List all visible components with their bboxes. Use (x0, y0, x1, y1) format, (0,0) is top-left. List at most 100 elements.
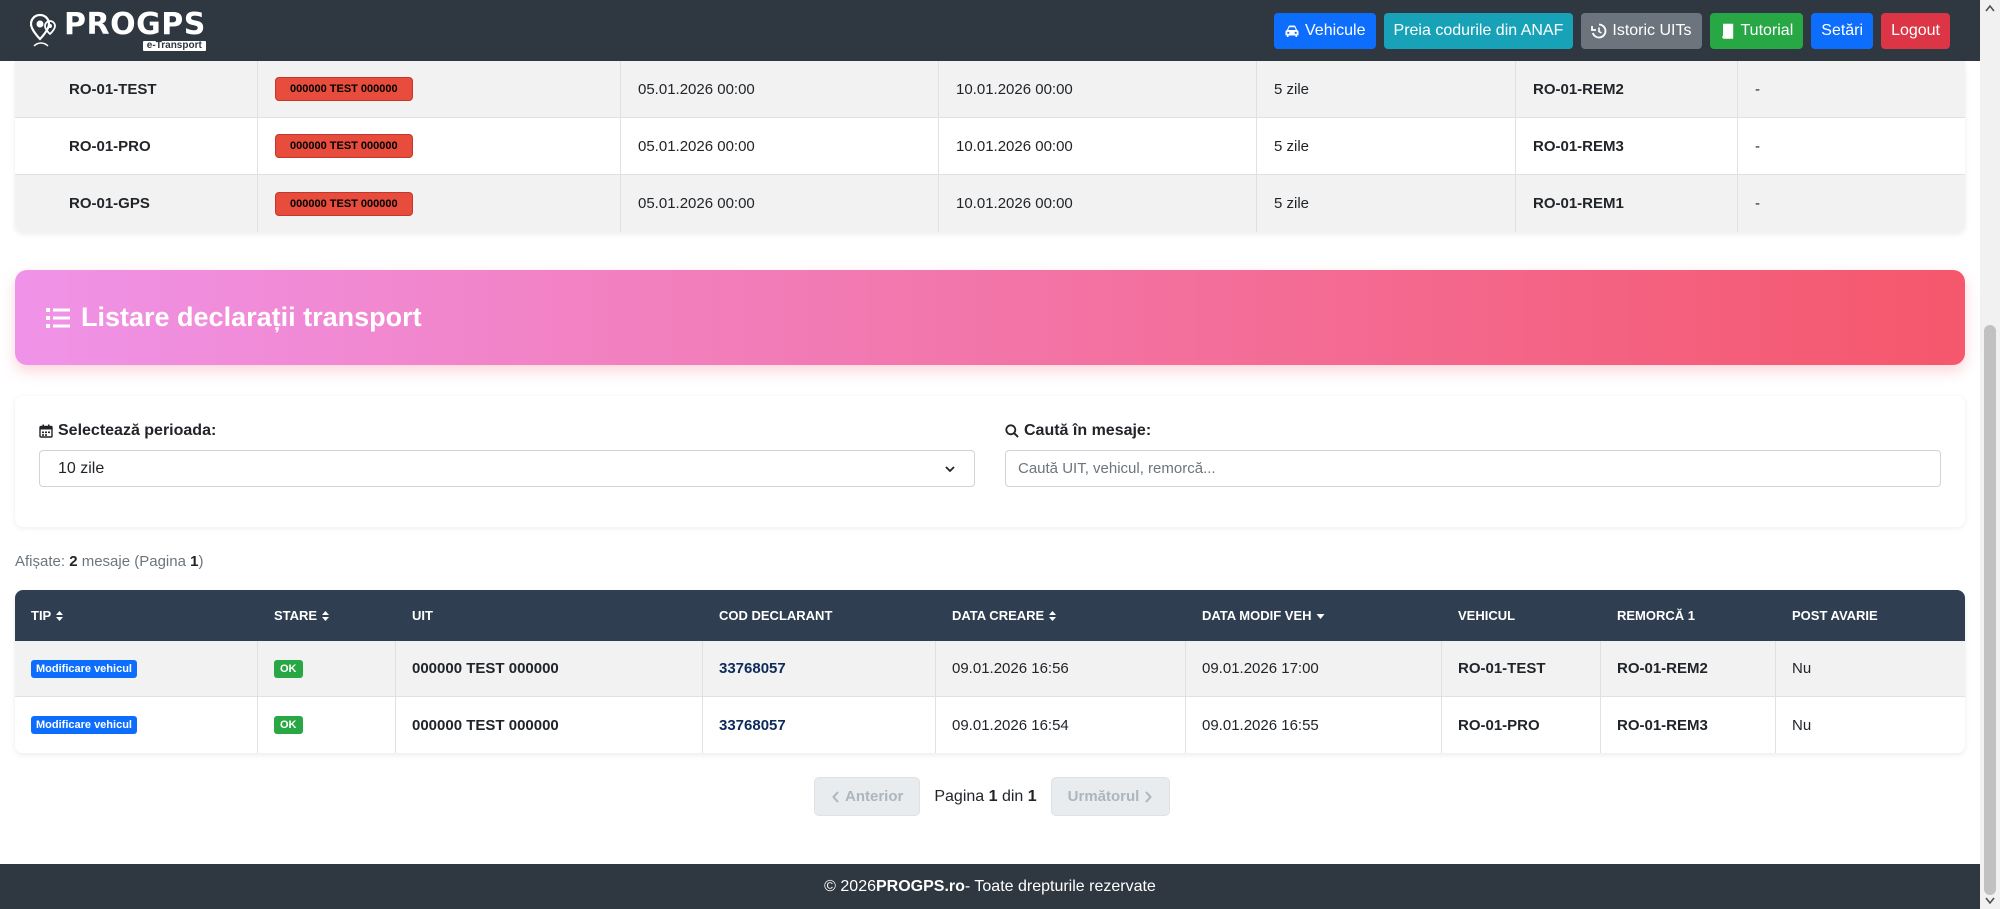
header-vehicul-label: VEHICUL (1458, 608, 1516, 623)
table-row[interactable]: Modificare vehicul OK 000000 TEST 000000… (15, 697, 1965, 753)
header-post-avarie: POST AVARIE (1776, 590, 1965, 641)
trailer-cell: RO-01-REM3 (1516, 118, 1738, 174)
preia-coduri-button[interactable]: Preia codurile din ANAF (1383, 12, 1574, 49)
cod-declarant-link[interactable]: 33768057 (719, 660, 786, 677)
scroll-thumb[interactable] (1984, 325, 1996, 895)
duration-cell: 5 zile (1257, 61, 1516, 117)
brand-name: PROGPS (64, 7, 206, 42)
chevron-left-icon (832, 790, 839, 803)
modif-cell: 09.01.2026 17:00 (1186, 641, 1442, 696)
header-data-modif[interactable]: DATA MODIF VEH (1186, 590, 1442, 641)
end-date-cell: 10.01.2026 00:00 (939, 175, 1257, 232)
header-cod-label: COD DECLARANT (719, 608, 833, 623)
duration-cell: 5 zile (1257, 175, 1516, 232)
uit-cell: 000000 TEST 000000 (258, 175, 621, 232)
calendar-icon (39, 424, 53, 438)
top-navbar: PROGPS e-Transport Vehicule Preia coduri… (0, 0, 1980, 61)
status-badge: OK (274, 716, 303, 734)
setari-label: Setări (1821, 21, 1864, 39)
end-date-cell: 10.01.2026 00:00 (939, 118, 1257, 174)
footer-copyright: © 2026 (824, 877, 876, 895)
header-vehicul: VEHICUL (1442, 590, 1601, 641)
header-data-creare[interactable]: DATA CREARE (936, 590, 1186, 641)
sort-icon (322, 610, 330, 621)
tip-cell: Modificare vehicul (15, 641, 258, 696)
logout-button[interactable]: Logout (1881, 12, 1950, 49)
vehicle-cell: RO-01-TEST (15, 61, 258, 117)
count-mid: mesaje (Pagina (77, 553, 191, 570)
trailer-cell: RO-01-REM1 (1516, 175, 1738, 232)
table-row: RO-01-GPS 000000 TEST 000000 05.01.2026 … (15, 175, 1965, 232)
header-uit: UIT (396, 590, 703, 641)
header-tip[interactable]: TIP (15, 590, 258, 641)
trailer-cell: RO-01-REM2 (1516, 61, 1738, 117)
footer: © 2026 PROGPS.ro - Toate drepturile reze… (0, 864, 1980, 909)
status-badge: OK (274, 659, 303, 678)
location-pin-icon (30, 13, 56, 47)
footer-rights: - Toate drepturile rezervate (964, 877, 1156, 895)
stare-cell: OK (258, 697, 396, 753)
start-date-cell: 05.01.2026 00:00 (621, 118, 939, 174)
list-icon (46, 307, 70, 328)
uit-cell: 000000 TEST 000000 (258, 118, 621, 174)
results-count: Afișate: 2 mesaje (Pagina 1) (15, 553, 203, 570)
vehicule-button[interactable]: Vehicule (1274, 12, 1376, 49)
scroll-down-icon[interactable] (1985, 897, 1995, 905)
period-select-value: 10 zile (58, 459, 105, 477)
modif-cell: 09.01.2026 16:55 (1186, 697, 1442, 753)
setari-button[interactable]: Setări (1811, 12, 1874, 49)
header-remorca-label: REMORCĂ 1 (1617, 608, 1696, 623)
current-page: 1 (988, 787, 998, 805)
brand-logo[interactable]: PROGPS e-Transport (30, 10, 206, 51)
end-date-cell: 10.01.2026 00:00 (939, 61, 1257, 117)
stare-cell: OK (258, 641, 396, 696)
total-pages: 1 (1027, 787, 1037, 805)
cod-cell: 33768057 (703, 641, 936, 696)
count-page: 1 (190, 553, 199, 570)
next-label: Următorul (1067, 788, 1140, 805)
search-label: Caută în mesaje: (1005, 422, 1941, 440)
search-icon (1005, 424, 1019, 438)
tip-cell: Modificare vehicul (15, 697, 258, 753)
vehicul-cell: RO-01-PRO (1442, 697, 1601, 753)
table-row: RO-01-TEST 000000 TEST 000000 05.01.2026… (15, 61, 1965, 118)
tutorial-button[interactable]: Tutorial (1709, 12, 1804, 49)
avarie-cell: Nu (1792, 660, 1812, 677)
search-input[interactable] (1005, 450, 1941, 487)
page-indicator: Pagina 1 din 1 (934, 788, 1036, 806)
duration-cell: 5 zile (1257, 118, 1516, 174)
page-of: din (997, 787, 1028, 805)
preia-coduri-label: Preia codurile din ANAF (1393, 21, 1564, 39)
creare-cell: 09.01.2026 16:54 (936, 697, 1186, 753)
previous-button[interactable]: Anterior (814, 777, 921, 816)
header-stare[interactable]: STARE (258, 590, 396, 641)
next-button[interactable]: Următorul (1050, 777, 1171, 816)
header-avarie-label: POST AVARIE (1792, 608, 1878, 623)
cod-cell: 33768057 (703, 697, 936, 753)
istoric-uits-button[interactable]: Istoric UITs (1581, 12, 1702, 49)
table-row[interactable]: Modificare vehicul OK 000000 TEST 000000… (15, 641, 1965, 697)
chevron-right-icon (1145, 790, 1153, 803)
period-select[interactable]: 10 zile (39, 450, 975, 487)
vehicle-cell: RO-01-PRO (15, 118, 258, 174)
count-suffix: ) (198, 553, 204, 570)
book-icon (1721, 23, 1733, 39)
page-scrollbar[interactable] (1980, 0, 2000, 909)
chevron-down-icon (945, 465, 955, 472)
brand-subtitle: e-Transport (142, 41, 206, 51)
pagination: Anterior Pagina 1 din 1 Următorul (814, 777, 1171, 816)
extra-cell: - (1755, 80, 1760, 98)
istoric-uits-label: Istoric UITs (1612, 21, 1692, 39)
cod-declarant-link[interactable]: 33768057 (719, 716, 786, 734)
period-label-text: Selectează perioada: (58, 422, 217, 439)
scroll-up-icon[interactable] (1985, 4, 1995, 12)
header-modif-label: DATA MODIF VEH (1202, 608, 1312, 623)
uit-badge: 000000 TEST 000000 (275, 191, 413, 216)
period-label: Selectează perioada: (39, 422, 975, 440)
vehicle-cell: RO-01-GPS (15, 175, 258, 232)
page-word: Pagina (934, 787, 989, 805)
header-cod-declarant: COD DECLARANT (703, 590, 936, 641)
header-tip-label: TIP (31, 608, 52, 623)
header-remorca: REMORCĂ 1 (1601, 590, 1776, 641)
header-creare-label: DATA CREARE (952, 608, 1045, 623)
